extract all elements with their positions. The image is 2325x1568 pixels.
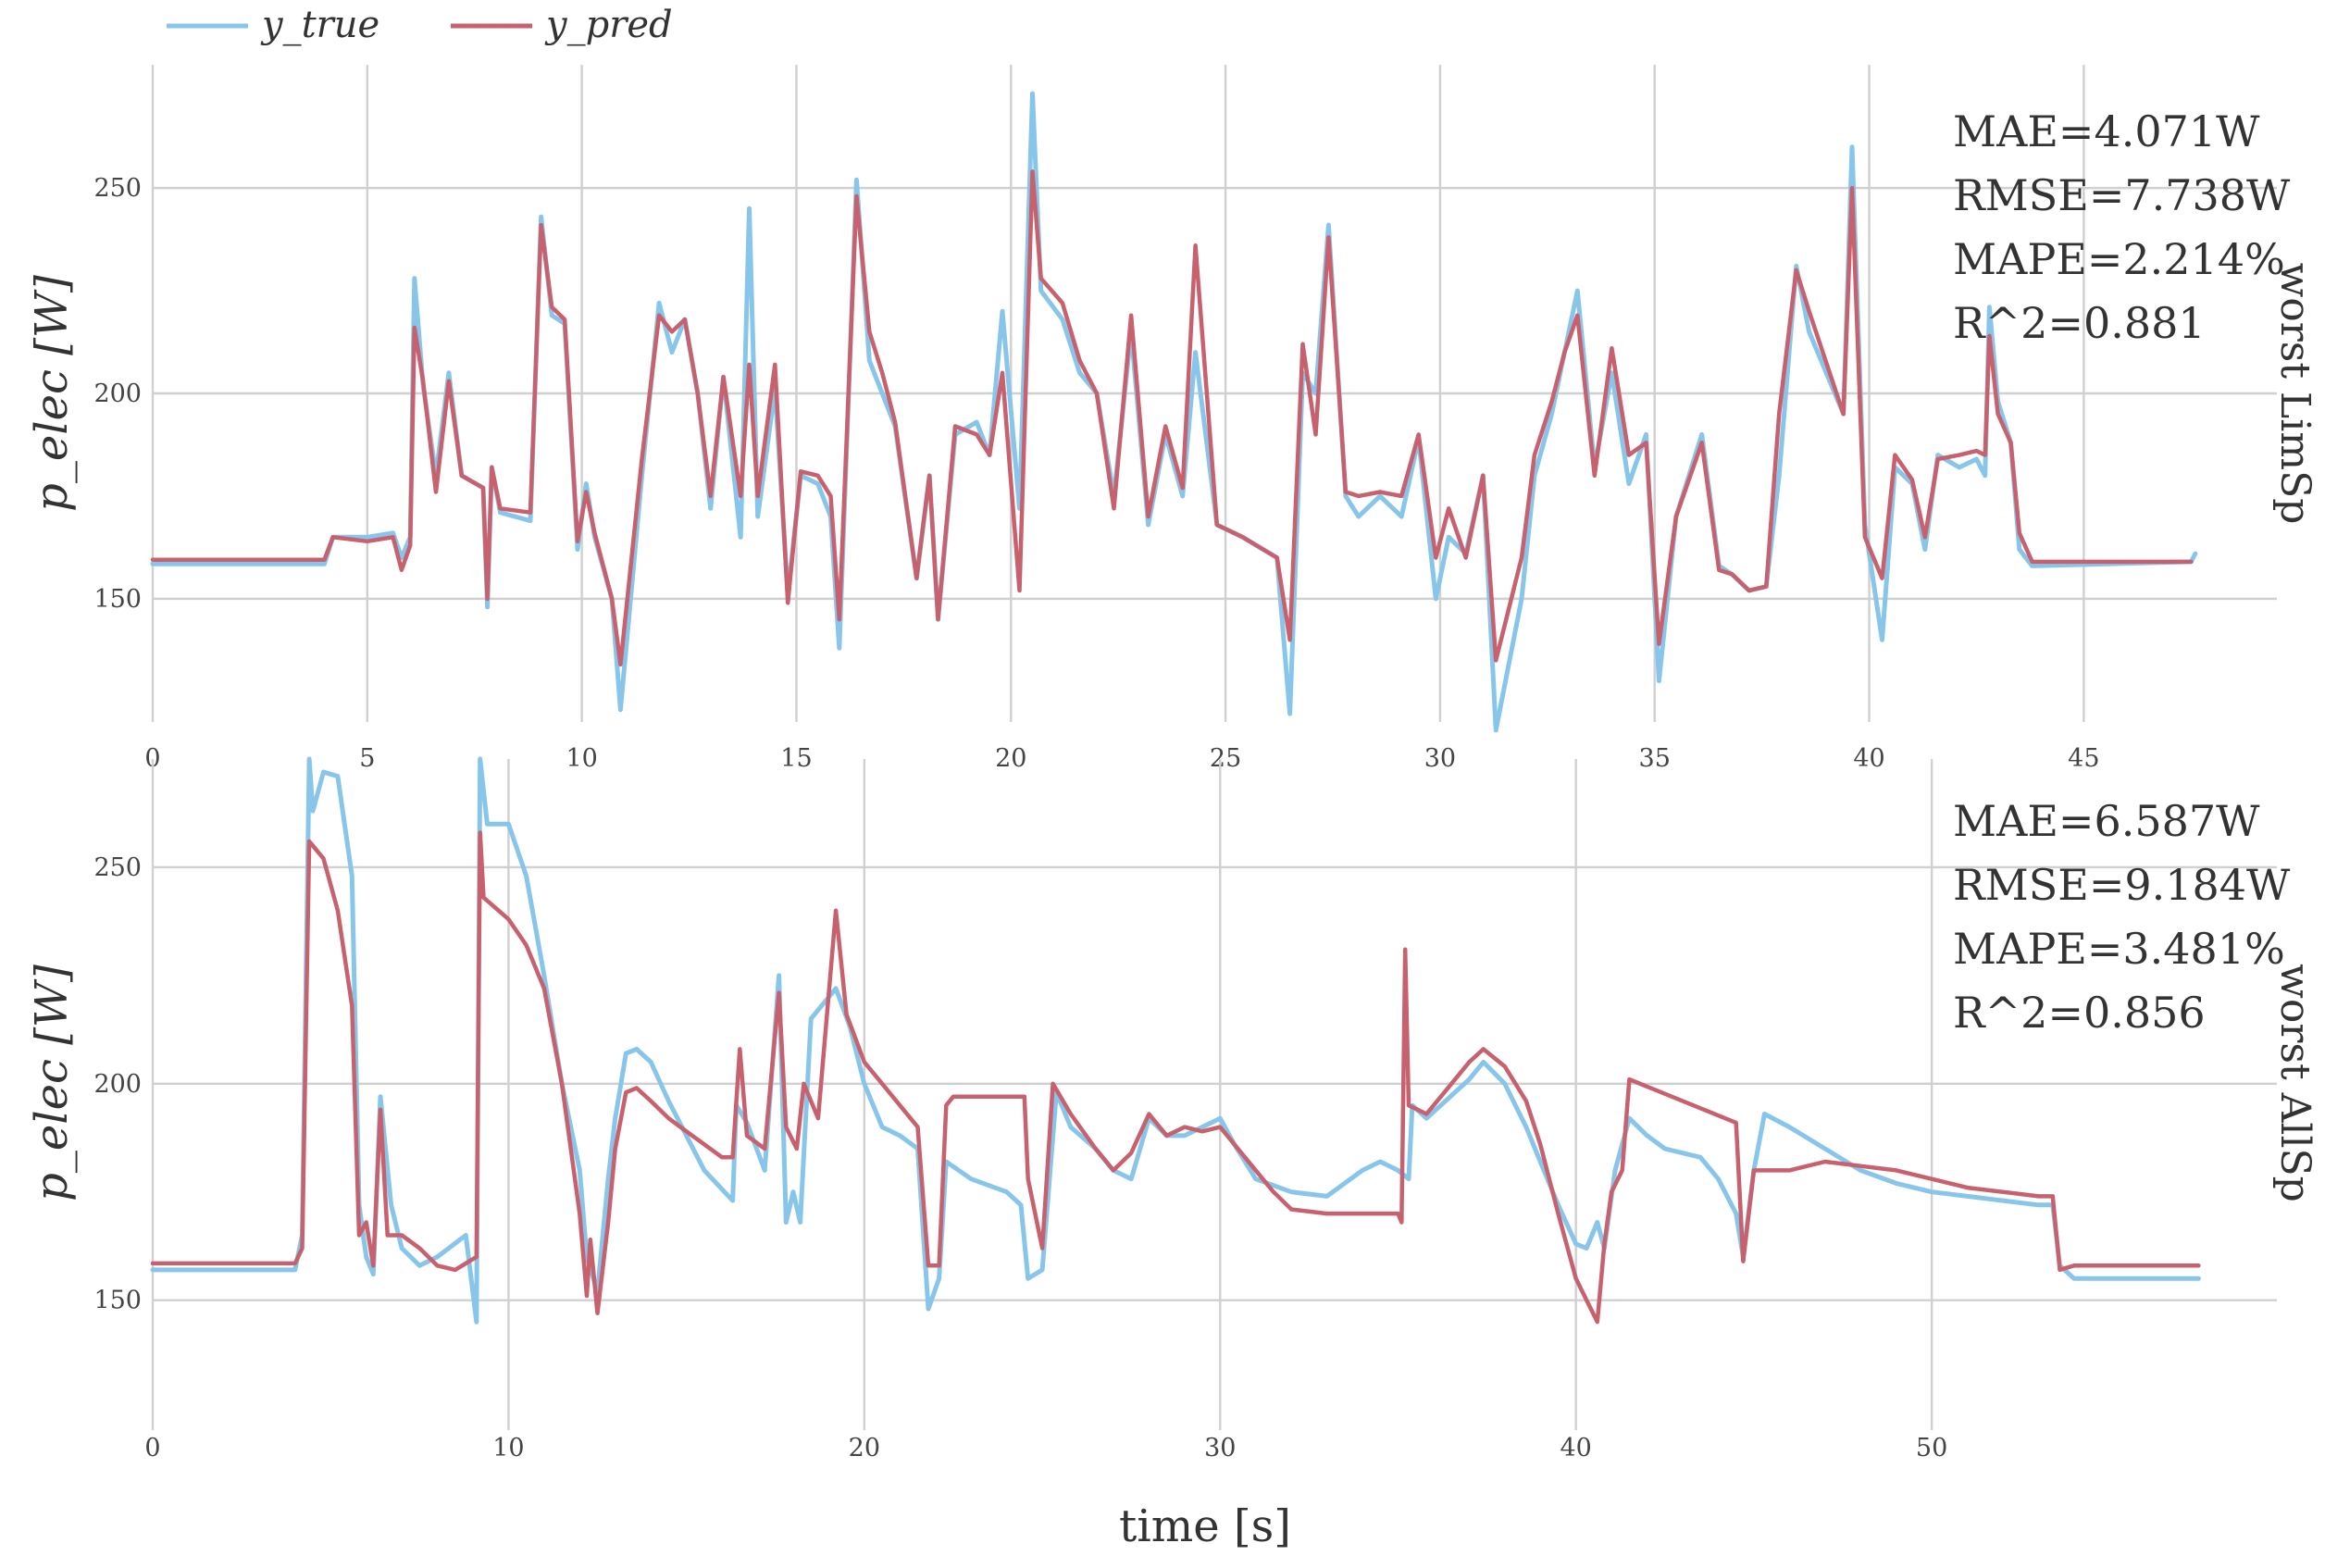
panel-1-x-tick-label: 20 xyxy=(995,744,1026,773)
panel-2-metric-rmse: RMSE=9.184W xyxy=(1953,860,2291,910)
panel-1-x-tick-label: 25 xyxy=(1210,744,1241,773)
panel-1-metric-mae: MAE=4.071W xyxy=(1953,106,2260,156)
panel-2-series-y-true xyxy=(150,756,2201,1325)
panel-1-ticks: 0 5 10 15 20 25 30 35 40 45 150 200 250 xyxy=(93,174,2099,773)
panel-1-metric-rmse: RMSE=7.738W xyxy=(1953,170,2291,220)
panel-1-series-y-pred xyxy=(150,169,2194,667)
panel-2-x-tick-label: 40 xyxy=(1560,1434,1592,1462)
panel-1-y-tick-label: 250 xyxy=(93,174,142,203)
panel-2-ticks: 0 10 20 30 40 50 150 200 250 xyxy=(93,853,1947,1462)
panel-1-side-label: worst LimSp xyxy=(2271,263,2319,525)
panel-1-y-tick-label: 150 xyxy=(93,585,142,614)
x-axis-label: time [s] xyxy=(1119,1500,1291,1552)
panel-worst-allsp: 0 10 20 30 40 50 150 200 250 MAE=6.587W RMSE=9.1… xyxy=(26,756,2319,1462)
panel-1-x-tick-label: 15 xyxy=(780,744,812,773)
panel-2-grid xyxy=(151,759,2277,1430)
panel-1-x-tick-label: 40 xyxy=(1853,744,1884,773)
panel-1-series xyxy=(150,91,2198,733)
panel-2-metric-r2: R^2=0.856 xyxy=(1953,988,2206,1038)
panel-1-x-tick-label: 45 xyxy=(2068,744,2099,773)
panel-1-x-tick-label: 35 xyxy=(1639,744,1671,773)
panel-2-metric-mae: MAE=6.587W xyxy=(1953,796,2260,846)
panel-1-metric-mape: MAPE=2.214% xyxy=(1953,234,2285,284)
panel-1-x-tick-label: 5 xyxy=(359,744,375,773)
panel-2-y-tick-label: 250 xyxy=(93,853,142,882)
panel-2-series-y-pred xyxy=(150,830,2201,1325)
panel-1-metric-r2: R^2=0.881 xyxy=(1953,298,2206,348)
panel-1-grid xyxy=(151,65,2277,722)
panel-1-x-tick-label: 0 xyxy=(144,744,160,773)
panel-1-y-tick-label: 200 xyxy=(93,380,142,408)
panel-2-metric-mape: MAPE=3.481% xyxy=(1953,924,2285,974)
legend-pred-label: y_pred xyxy=(544,4,673,46)
panel-2-series xyxy=(150,756,2201,1325)
legend-true-label: y_true xyxy=(260,4,379,46)
panel-2-x-tick-label: 50 xyxy=(1916,1434,1947,1462)
panel-2-side-label: worst AllSp xyxy=(2271,964,2319,1202)
panel-2-x-tick-label: 20 xyxy=(849,1434,880,1462)
panel-2-y-tick-label: 200 xyxy=(93,1070,142,1099)
panel-worst-limsp: 0 5 10 15 20 25 30 35 40 45 150 200 250 MAE=4.071W R… xyxy=(26,65,2319,773)
legend: y_true y_pred xyxy=(167,4,673,46)
panel-2-y-tick-label: 150 xyxy=(93,1287,142,1315)
panel-2-x-tick-label: 30 xyxy=(1204,1434,1236,1462)
panel-1-metrics: MAE=4.071W RMSE=7.738W MAPE=2.214% R^2=0… xyxy=(1953,106,2291,348)
panel-2-x-tick-label: 0 xyxy=(144,1434,160,1462)
panel-1-x-tick-label: 30 xyxy=(1424,744,1456,773)
panel-1-x-tick-label: 10 xyxy=(566,744,597,773)
panel-1-y-label: p_elec [W] xyxy=(26,275,78,512)
panel-2-x-tick-label: 10 xyxy=(492,1434,524,1462)
panel-2-y-label: p_elec [W] xyxy=(26,964,78,1201)
panel-2-metrics: MAE=6.587W RMSE=9.184W MAPE=3.481% R^2=0… xyxy=(1953,796,2291,1038)
